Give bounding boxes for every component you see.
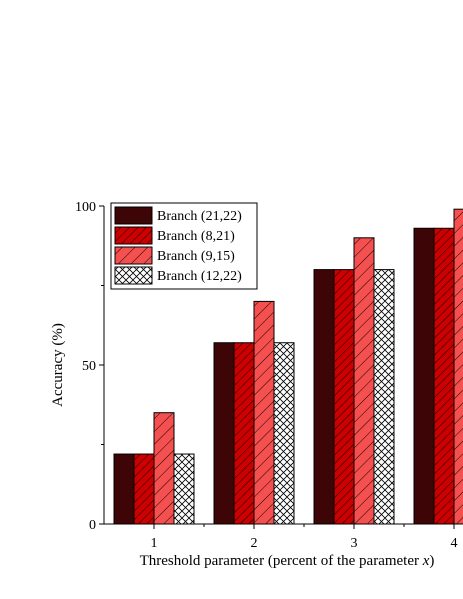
legend-label-3: Branch (9,15) bbox=[157, 249, 235, 264]
y-ticks: 0 50 100 bbox=[75, 200, 104, 533]
y-axis-label: Accuracy (%) bbox=[50, 323, 66, 407]
bar-3-cat-3 bbox=[353, 237, 375, 525]
bar-3-cat-4 bbox=[453, 208, 463, 525]
x-tick-label: 1 bbox=[151, 536, 158, 551]
bar-1-cat-3 bbox=[313, 269, 335, 525]
legend-swatch-3 bbox=[114, 246, 153, 265]
bar-2-cat-1 bbox=[133, 453, 155, 525]
bar-4-cat-1 bbox=[173, 453, 195, 525]
bar-3-cat-2 bbox=[253, 300, 275, 525]
legend: Branch (21,22) Branch (8,21) Branch (9,15)… bbox=[110, 202, 258, 290]
bar-2-cat-4 bbox=[433, 227, 455, 525]
y-tick-label: 0 bbox=[89, 518, 96, 533]
legend-label-2: Branch (8,21) bbox=[157, 229, 235, 244]
y-tick-label: 100 bbox=[75, 200, 96, 215]
bar-3-cat-1 bbox=[153, 412, 175, 525]
x-tick-label: 2 bbox=[251, 536, 258, 551]
x-axis-label: Threshold parameter (percent of the para… bbox=[140, 553, 435, 569]
bar-4-cat-3 bbox=[373, 269, 395, 525]
legend-swatch-2 bbox=[114, 226, 153, 245]
legend-swatch-1 bbox=[114, 206, 153, 225]
bar-2-cat-3 bbox=[333, 269, 355, 525]
bar-4-cat-2 bbox=[273, 342, 295, 525]
y-tick-label: 50 bbox=[82, 359, 96, 374]
bar-1-cat-2 bbox=[213, 342, 235, 525]
bar-2-cat-2 bbox=[233, 342, 255, 525]
legend-label-4: Branch (12,22) bbox=[157, 269, 242, 284]
bar-1-cat-4 bbox=[413, 227, 435, 525]
x-tick-label: 4 bbox=[451, 536, 458, 551]
bar-1-cat-1 bbox=[113, 453, 135, 525]
legend-swatch-4 bbox=[114, 266, 153, 285]
legend-label-1: Branch (21,22) bbox=[157, 209, 242, 224]
x-tick-label: 3 bbox=[351, 536, 358, 551]
x-ticks: 1 2 3 4 bbox=[151, 524, 458, 551]
